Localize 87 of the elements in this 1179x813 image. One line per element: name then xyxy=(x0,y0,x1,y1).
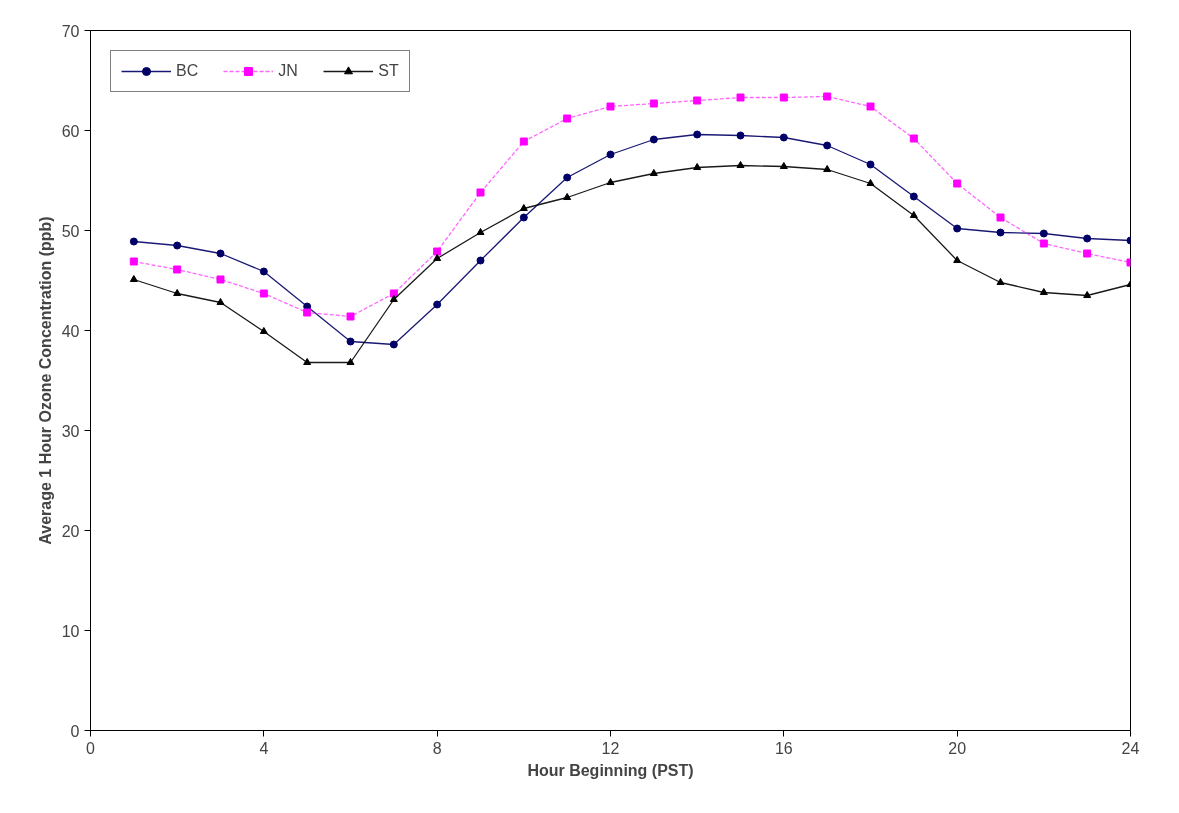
point xyxy=(866,102,875,111)
point xyxy=(259,289,268,298)
point xyxy=(823,164,832,173)
point xyxy=(476,256,485,265)
point xyxy=(433,300,442,309)
point xyxy=(1039,287,1048,296)
point xyxy=(736,131,745,140)
point xyxy=(173,288,182,297)
x-tick-label: 20 xyxy=(948,739,967,757)
point xyxy=(173,241,182,250)
point xyxy=(216,275,225,284)
point xyxy=(909,210,918,219)
x-tick-label: 24 xyxy=(1121,739,1140,757)
point xyxy=(953,255,962,264)
y-tick-label: 60 xyxy=(61,122,80,140)
point xyxy=(346,357,355,366)
point xyxy=(346,312,355,321)
point xyxy=(519,203,528,212)
point xyxy=(216,249,225,258)
point xyxy=(389,294,398,303)
point xyxy=(736,160,745,169)
point xyxy=(909,134,918,143)
point xyxy=(649,135,658,144)
x-tick-label: 4 xyxy=(259,739,269,757)
point xyxy=(1083,249,1092,258)
y-axis-title: Average 1 Hour Ozone Concentration (ppb) xyxy=(36,216,54,545)
y-tick-label: 0 xyxy=(70,722,80,740)
point xyxy=(996,228,1005,237)
x-tick-label: 0 xyxy=(86,739,96,757)
point xyxy=(693,130,702,139)
point xyxy=(476,188,485,197)
point xyxy=(1083,290,1092,299)
point xyxy=(953,179,962,188)
point xyxy=(606,150,615,159)
point xyxy=(823,141,832,150)
point xyxy=(866,178,875,187)
point xyxy=(346,337,355,346)
legend-label: ST xyxy=(378,62,399,80)
point xyxy=(779,133,788,142)
point xyxy=(259,326,268,335)
point xyxy=(433,247,442,256)
point xyxy=(433,253,442,262)
point xyxy=(1083,234,1092,243)
point xyxy=(173,265,182,274)
point xyxy=(216,297,225,306)
point xyxy=(649,168,658,177)
point xyxy=(1039,229,1048,238)
point xyxy=(693,162,702,171)
point xyxy=(563,192,572,201)
x-tick-label: 12 xyxy=(601,739,620,757)
point xyxy=(259,267,268,276)
point xyxy=(129,257,138,266)
y-tick-label: 40 xyxy=(61,322,80,340)
x-axis-title: Hour Beginning (PST) xyxy=(527,761,694,779)
point xyxy=(519,137,528,146)
point xyxy=(563,114,572,123)
point xyxy=(866,160,875,169)
point xyxy=(909,192,918,201)
legend-label: BC xyxy=(176,62,199,80)
legend-label: JN xyxy=(278,62,299,80)
point xyxy=(996,213,1005,222)
point xyxy=(563,173,572,182)
point xyxy=(389,340,398,349)
y-tick-label: 70 xyxy=(61,22,80,40)
point xyxy=(736,93,745,102)
y-tick-label: 50 xyxy=(61,222,80,240)
point xyxy=(129,237,138,246)
point xyxy=(1039,239,1048,248)
point xyxy=(129,274,138,283)
point xyxy=(476,227,485,236)
point xyxy=(823,92,832,101)
point xyxy=(303,357,312,366)
x-tick-label: 16 xyxy=(774,739,793,757)
point xyxy=(996,277,1005,286)
point xyxy=(303,308,312,317)
y-tick-label: 20 xyxy=(61,522,80,540)
point xyxy=(953,224,962,233)
point xyxy=(693,96,702,105)
point xyxy=(779,161,788,170)
point xyxy=(606,102,615,111)
point xyxy=(519,213,528,222)
y-tick-label: 10 xyxy=(61,622,80,640)
point xyxy=(606,177,615,186)
y-tick-label: 30 xyxy=(61,422,80,440)
point xyxy=(779,93,788,102)
point xyxy=(649,99,658,108)
x-tick-label: 8 xyxy=(432,739,442,757)
